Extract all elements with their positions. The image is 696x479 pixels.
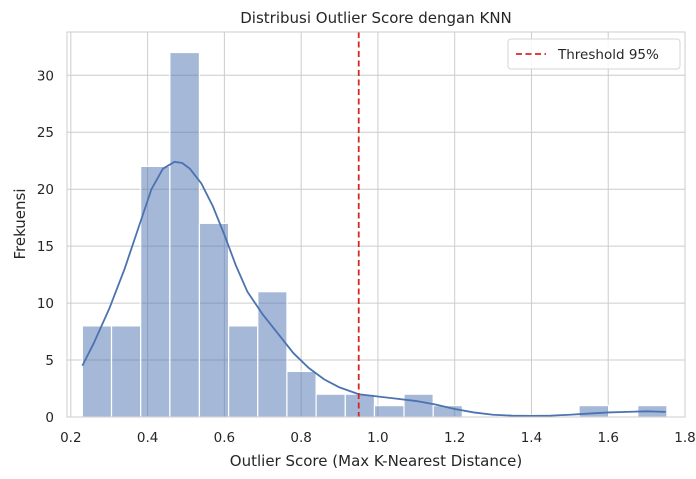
x-tick-label: 1.0 bbox=[367, 430, 388, 446]
y-tick-label: 10 bbox=[37, 296, 54, 312]
histogram-bar bbox=[578, 405, 610, 418]
histogram-bar bbox=[344, 393, 376, 418]
legend: Threshold 95% bbox=[507, 38, 681, 70]
histogram-bar bbox=[140, 165, 171, 418]
x-tick-label: 1.8 bbox=[674, 430, 695, 446]
x-tick-label: 1.4 bbox=[521, 430, 542, 446]
histogram-bar bbox=[373, 405, 405, 418]
histogram-bar bbox=[315, 393, 346, 418]
x-tick-label: 0.4 bbox=[137, 430, 158, 446]
x-tick-label: 1.2 bbox=[444, 430, 465, 446]
histogram-bar bbox=[198, 222, 230, 418]
legend-box bbox=[507, 38, 681, 70]
y-tick-labels: 0 5 10 15 20 25 30 bbox=[37, 68, 54, 426]
legend-threshold-label: Threshold 95% bbox=[557, 47, 659, 63]
x-tick-label: 0.2 bbox=[60, 430, 81, 446]
y-tick-label: 20 bbox=[37, 182, 54, 198]
y-tick-label: 0 bbox=[45, 410, 54, 426]
y-tick-label: 30 bbox=[37, 68, 54, 84]
x-tick-label: 0.6 bbox=[214, 430, 235, 446]
histogram-bar bbox=[81, 325, 113, 418]
histogram-bar bbox=[169, 51, 201, 418]
x-tick-label: 0.8 bbox=[290, 430, 311, 446]
y-tick-label: 25 bbox=[37, 125, 54, 141]
plot-frame bbox=[66, 31, 686, 418]
histogram-bar bbox=[257, 291, 288, 418]
chart-title: Distribusi Outlier Score dengan KNN bbox=[240, 9, 512, 27]
x-tick-labels: 0.2 0.4 0.6 0.8 1.0 1.2 1.4 1.6 1.8 bbox=[60, 430, 696, 446]
x-axis-label: Outlier Score (Max K-Nearest Distance) bbox=[230, 452, 522, 470]
histogram-bar bbox=[110, 325, 142, 418]
histogram-bar bbox=[228, 325, 259, 418]
histogram-bar bbox=[286, 370, 317, 418]
y-axis-label: Frekuensi bbox=[11, 188, 29, 259]
x-tick-label: 1.6 bbox=[597, 430, 618, 446]
y-tick-label: 5 bbox=[45, 353, 54, 369]
kde-curve bbox=[81, 160, 666, 417]
histogram-bars bbox=[81, 51, 668, 418]
histogram-bar bbox=[403, 393, 434, 418]
y-tick-label: 15 bbox=[37, 239, 54, 255]
